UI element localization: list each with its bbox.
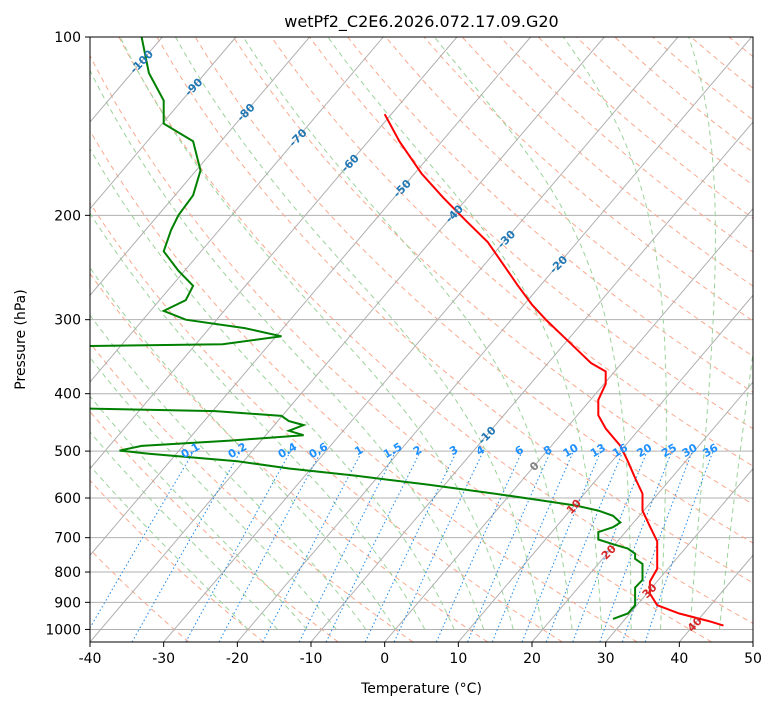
moist-adiabat-line [90,464,249,630]
mixing-ratio-line [325,450,422,642]
y-tick-label: 900 [54,595,81,611]
moist-adiabat-line [562,37,667,630]
isotherm-line [163,37,679,642]
moist-adiabat-line [90,266,396,630]
x-tick-label: 40 [670,651,688,667]
dry-adiabat-line [232,37,753,505]
dry-adiabat-line [270,37,753,467]
chart-title: wetPf2_C2E6.2026.072.17.09.G20 [284,12,558,32]
isotherm-line [457,294,753,642]
x-tick-label: -30 [152,651,175,667]
mixing-ratio-line [185,450,292,642]
dry-adiabat-line [90,548,190,642]
temperature-profile-line [383,113,724,627]
x-tick-label: -20 [226,651,249,667]
x-axis-label: Temperature (°C) [360,681,482,697]
isotherm-line [90,37,605,642]
y-axis-label: Pressure (hPa) [13,289,29,389]
dry-adiabat-line [90,272,488,642]
dry-adiabat-line [90,202,563,642]
mixing-ratio-line [599,450,673,642]
mixing-ratio-line [572,450,648,642]
y-tick-label: 200 [54,208,81,224]
moist-adiabat-line [434,37,632,630]
moist-adiabat-line [119,37,514,630]
isotherm-line [310,121,753,642]
y-tick-label: 600 [54,491,81,507]
dry-adiabat-line [118,37,753,624]
isotherm-line [90,37,237,210]
x-tick-label: 20 [523,651,541,667]
dry-adiabat-line [309,37,753,430]
axes-ticks: -40 -30 -20 -10 0 10 20 30 40 50 100 200 300 400 500 60… [45,30,762,667]
mixing-ratio-line [218,450,322,642]
dry-adiabat-line [385,37,753,357]
moist-adiabat-line [90,212,426,630]
moist-adiabat-line [242,37,573,630]
isotherm-line [384,207,753,642]
x-tick-label: 30 [597,651,615,667]
plot-frame [89,36,754,643]
isotherm-line [605,467,753,642]
data-lines [90,37,724,627]
background-lines [90,37,753,642]
y-tick-label: 500 [54,444,81,460]
x-tick-label: 0 [380,651,389,667]
dry-adiabat-line [90,410,339,642]
moist-adiabat-line [90,356,337,630]
isotherm-line [531,381,753,642]
mixing-ratio-line [521,450,602,642]
y-tick-label: 1000 [45,622,81,638]
x-tick-label: 50 [744,651,762,667]
dry-adiabat-line [156,37,753,584]
y-tick-label: 300 [54,313,81,329]
mixing-ratio-line [621,450,693,642]
mixing-ratio-line [298,450,397,642]
moist-adiabat-line [90,395,308,630]
dry-adiabat-line [194,37,753,544]
x-tick-label: 10 [449,651,467,667]
dry-adiabat-line [90,129,638,642]
dewpoint-profile-line [90,37,644,620]
mixing-ratio-line [467,450,552,642]
mixing-ratio-line [491,450,574,642]
moist-adiabat-line [719,349,753,630]
x-tick-label: -40 [79,651,102,667]
y-tick-label: 100 [54,30,81,46]
moist-adiabat-line [688,37,716,630]
moist-adiabat-line [90,69,485,630]
x-tick-label: -10 [300,651,323,667]
dry-adiabat-line [90,479,264,642]
mixing-ratio-line [545,450,624,642]
y-tick-label: 400 [54,387,81,403]
isotherm-line [90,37,458,470]
isotherm-line [90,37,531,557]
dry-adiabat-line [90,54,712,642]
y-tick-label: 700 [54,531,81,547]
isotherm-line [90,37,384,383]
y-tick-label: 800 [54,565,81,581]
isotherm-line [236,37,752,642]
mixing-ratio-line [435,450,523,642]
moist-adiabat-line [327,37,603,630]
isotherm-line [90,37,310,297]
moist-adiabat-line [90,431,278,630]
mixing-ratio-line [644,450,714,642]
